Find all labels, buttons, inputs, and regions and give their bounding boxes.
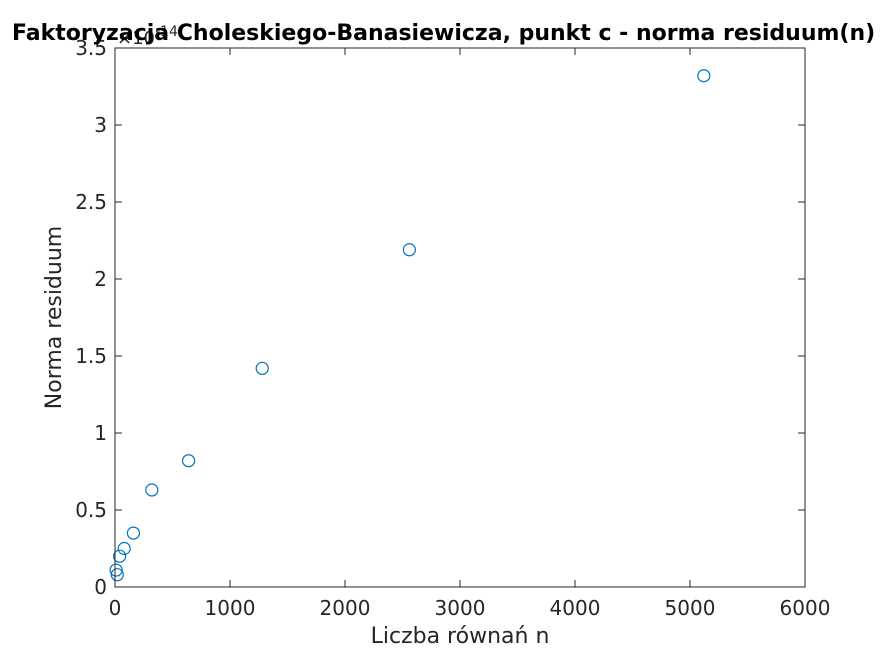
y-axis-exponent-power: -14: [155, 24, 178, 40]
y-axis-label: Norma residuum: [42, 226, 67, 409]
x-tick-label: 5000: [665, 596, 716, 620]
y-tick-label: 1: [94, 421, 107, 445]
x-tick-label: 3000: [435, 596, 486, 620]
data-point: [402, 243, 416, 257]
y-tick-label: 3.5: [75, 36, 107, 60]
data-point: [255, 361, 269, 375]
x-tick-label: 0: [109, 596, 122, 620]
data-point: [182, 454, 196, 468]
data-point: [697, 69, 711, 83]
data-point: [112, 549, 127, 563]
y-tick-label: 1.5: [75, 344, 107, 368]
data-point: [117, 541, 131, 556]
y-tick-label: 0.5: [75, 498, 107, 522]
y-tick-label: 2: [94, 267, 107, 291]
x-tick-labels: 0 1000 2000 3000 4000 5000 6000: [109, 596, 831, 620]
x-tick-label: 2000: [320, 596, 371, 620]
y-axis-exponent: ×10-14: [117, 24, 178, 49]
x-tick-label: 1000: [205, 596, 256, 620]
x-axis-label: Liczba równań n: [371, 624, 550, 649]
y-tick-label: 2.5: [75, 190, 107, 214]
y-tick-labels: 0 0.5 1 1.5 2 2.5 3 3.5: [75, 36, 107, 599]
y-tick-label: 3: [94, 113, 107, 137]
x-tick-label: 4000: [550, 596, 601, 620]
x-tick-label: 6000: [780, 596, 831, 620]
data-points: [109, 69, 711, 582]
data-point: [109, 563, 123, 577]
chart-title: Faktoryzacja Choleskiego-Banasiewicza, p…: [12, 21, 875, 46]
data-point: [126, 526, 140, 540]
data-point: [110, 568, 124, 582]
plot-area: [115, 48, 805, 587]
data-point: [145, 483, 159, 497]
plot-frame: [114, 47, 806, 588]
y-tick-label: 0: [94, 575, 107, 599]
y-axis-exponent-base: ×10: [117, 28, 155, 49]
